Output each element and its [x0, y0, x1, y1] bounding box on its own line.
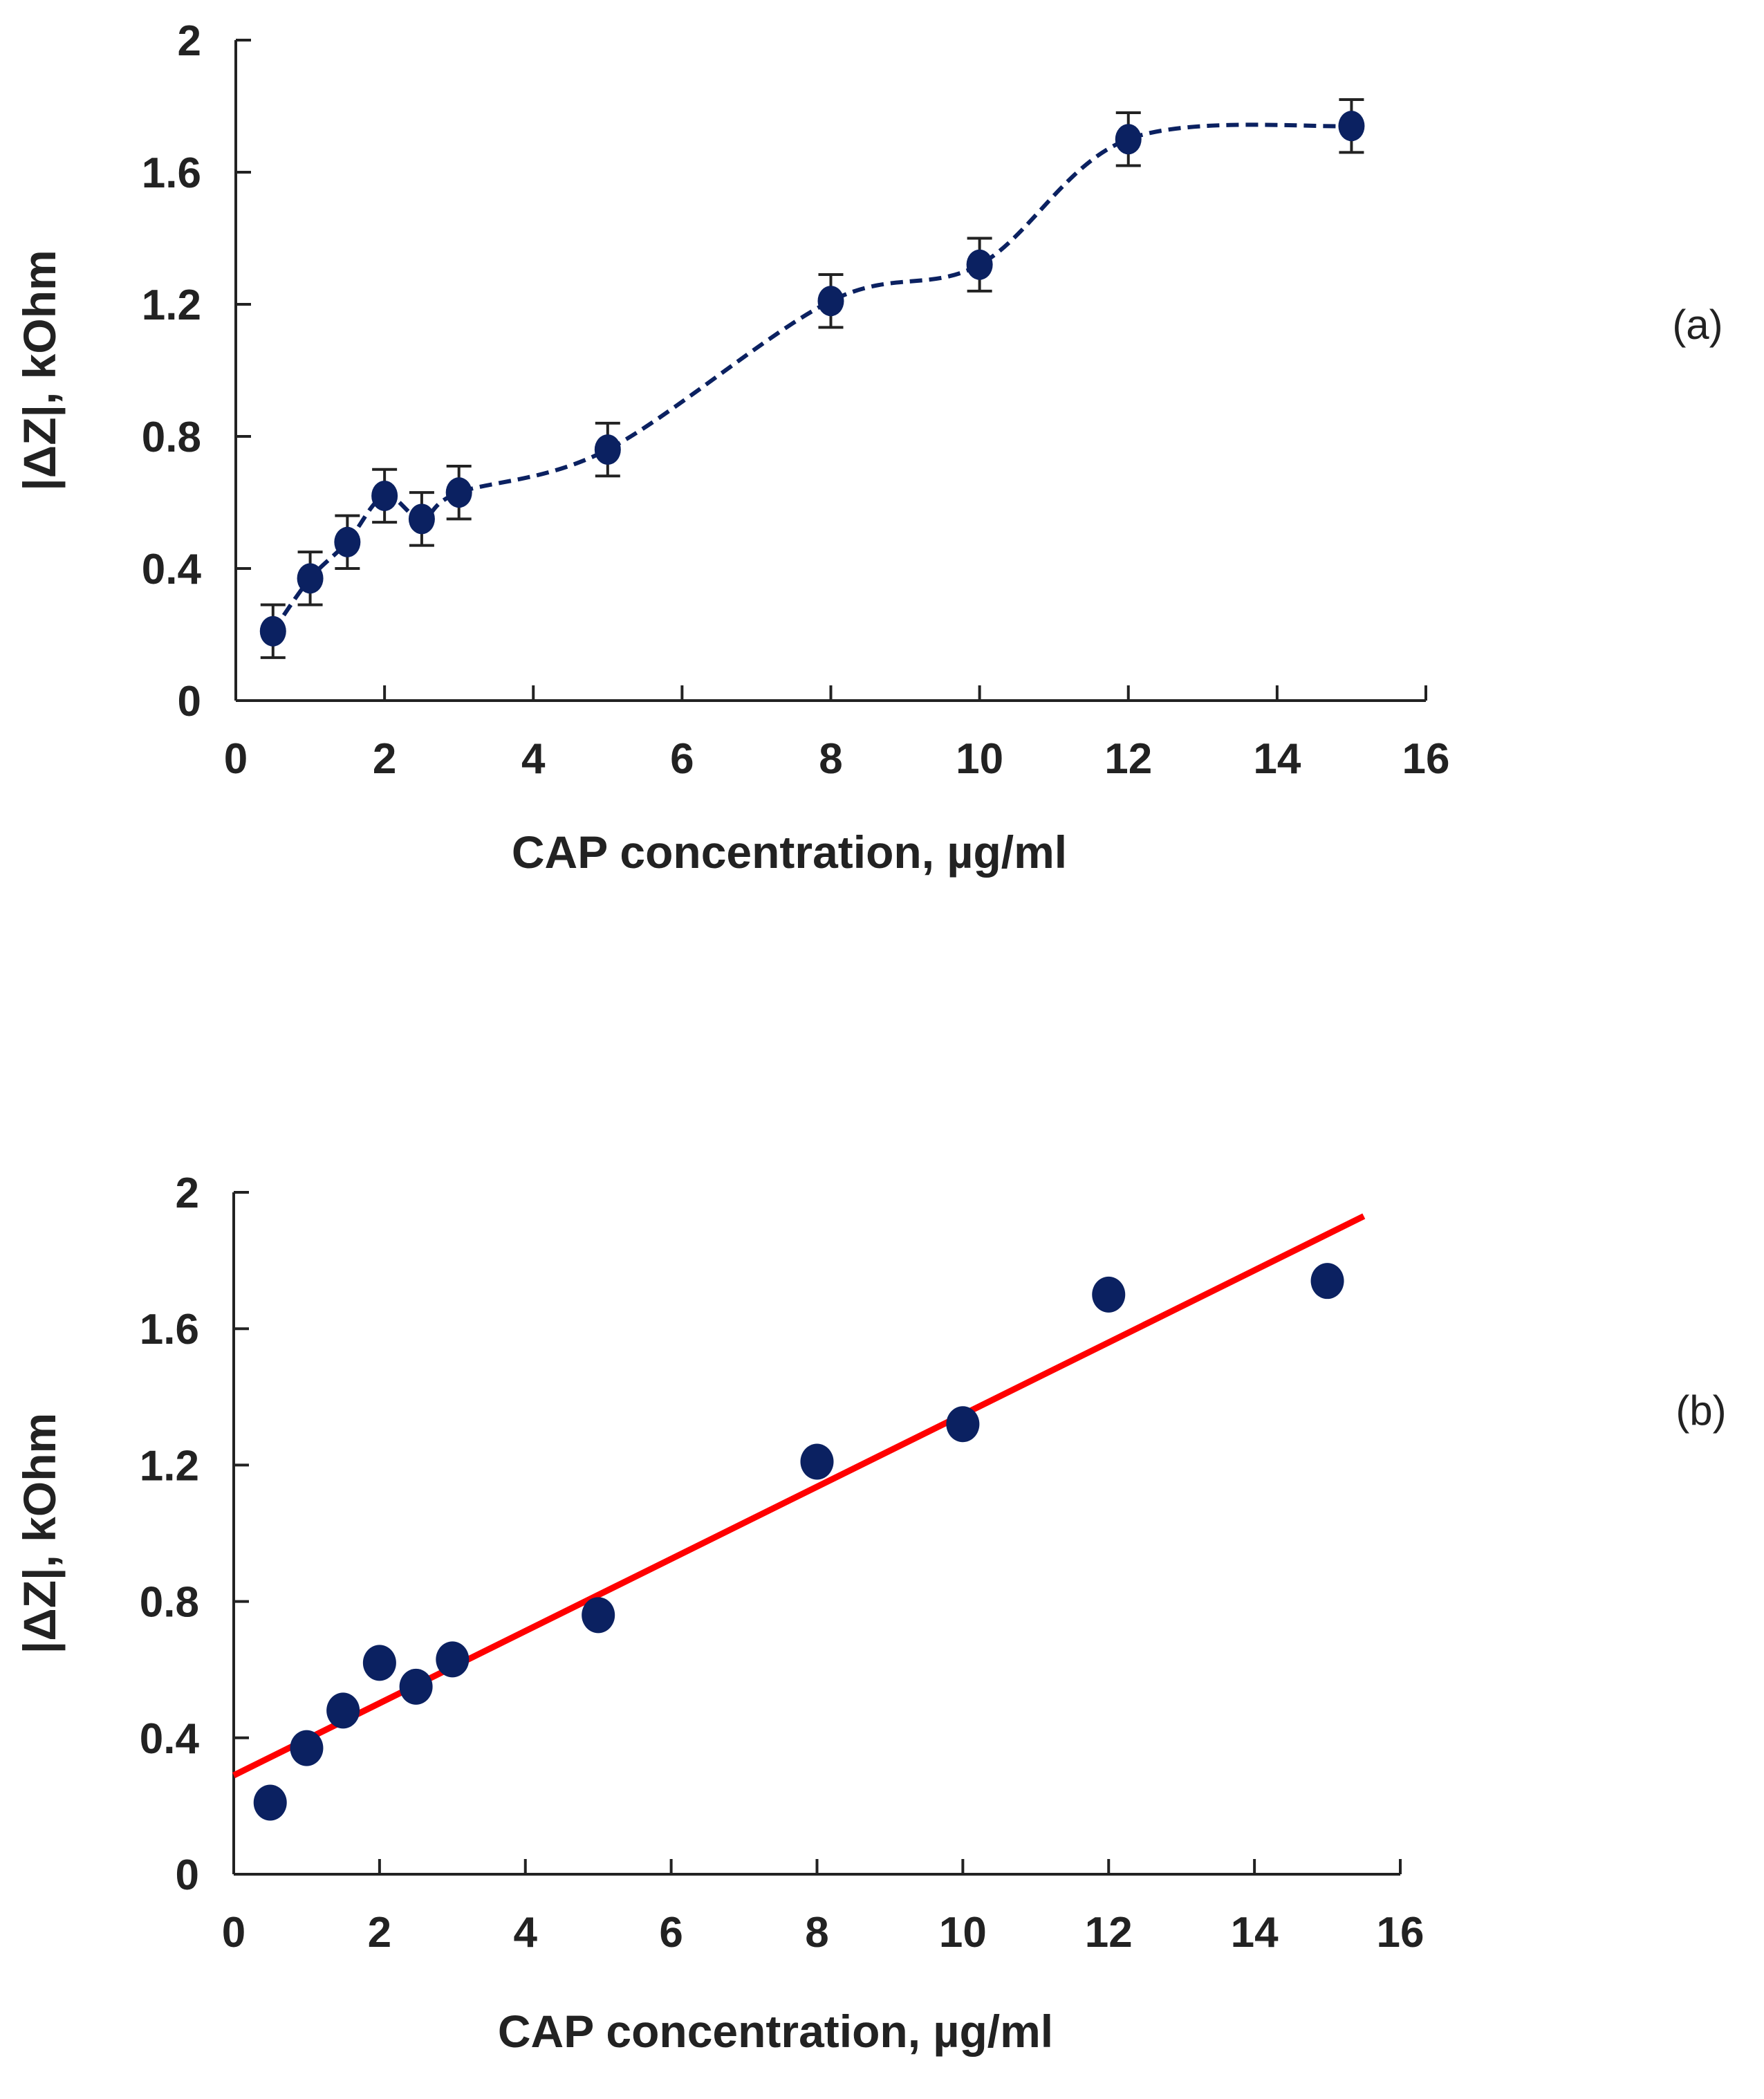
panel-label: (b) — [1675, 1387, 1726, 1434]
y-tick-label: 2 — [178, 17, 201, 65]
x-tick-label: 16 — [1377, 1909, 1424, 1957]
y-tick-label: 0.8 — [140, 1579, 199, 1627]
x-tick-label: 12 — [1104, 735, 1152, 783]
x-tick-label: 8 — [819, 735, 842, 783]
data-point — [436, 1641, 470, 1678]
y-axis-title: |ΔZ|, kOhm — [14, 250, 66, 490]
data-point — [326, 1692, 360, 1729]
x-axis-title: CAP concentration, µg/ml — [498, 2006, 1053, 2057]
data-point — [1092, 1276, 1126, 1313]
data-point — [1338, 111, 1365, 142]
x-tick-label: 16 — [1402, 735, 1450, 783]
data-point — [582, 1597, 615, 1634]
y-tick-label: 0.8 — [142, 414, 201, 461]
data-point — [1310, 1263, 1344, 1300]
x-tick-label: 4 — [514, 1909, 538, 1957]
data-point — [408, 503, 435, 535]
data-point — [594, 434, 621, 465]
x-tick-label: 12 — [1085, 1909, 1133, 1957]
chart-panel-a: 0 2 4 6 8 10 12 14 16 0 0.4 0.8 1.2 1.6 2 CAP concentra… — [14, 17, 1723, 878]
data-point — [253, 1784, 287, 1821]
chart-panel-b: 0 2 4 6 8 10 12 14 16 0 0.4 0.8 1.2 1.6 2 CAP concentra… — [14, 1169, 1727, 2057]
x-tick-label: 4 — [521, 735, 546, 783]
x-tick-label: 10 — [956, 735, 1003, 783]
x-tick-label: 14 — [1231, 1909, 1279, 1957]
x-tick-label: 0 — [222, 1909, 245, 1957]
y-tick-label: 1.6 — [142, 149, 201, 197]
x-tick-label: 10 — [939, 1909, 987, 1957]
data-point — [1115, 124, 1142, 155]
x-axis-title: CAP concentration, µg/ml — [512, 826, 1067, 878]
x-tick-label: 8 — [805, 1909, 828, 1957]
panel-label: (a) — [1672, 302, 1723, 348]
y-tick-label: 1.2 — [142, 281, 201, 329]
y-tick-label: 0 — [178, 678, 201, 725]
x-tick-label: 6 — [670, 735, 694, 783]
data-point — [946, 1406, 980, 1443]
y-axis-title: |ΔZ|, kOhm — [14, 1413, 66, 1654]
data-point — [800, 1443, 834, 1480]
data-point — [399, 1668, 433, 1705]
y-tick-label: 0.4 — [142, 546, 202, 593]
data-point — [362, 1645, 396, 1681]
y-tick-label: 0.4 — [140, 1715, 200, 1763]
data-point — [966, 249, 993, 280]
data-point — [445, 477, 472, 508]
y-tick-label: 0 — [176, 1851, 199, 1899]
data-point — [371, 480, 398, 511]
x-tick-label: 14 — [1253, 735, 1301, 783]
y-tick-label: 1.2 — [140, 1442, 199, 1490]
series-line — [271, 122, 1352, 633]
data-point — [297, 563, 324, 594]
data-point — [334, 526, 361, 557]
y-tick-label: 1.6 — [140, 1306, 199, 1353]
x-tick-label: 2 — [368, 1909, 391, 1957]
x-tick-label: 6 — [659, 1909, 683, 1957]
y-tick-label: 2 — [176, 1169, 199, 1217]
data-point — [290, 1730, 324, 1766]
x-tick-label: 0 — [224, 735, 248, 783]
data-point — [817, 286, 844, 317]
x-tick-label: 2 — [373, 735, 396, 783]
data-point — [259, 616, 286, 647]
